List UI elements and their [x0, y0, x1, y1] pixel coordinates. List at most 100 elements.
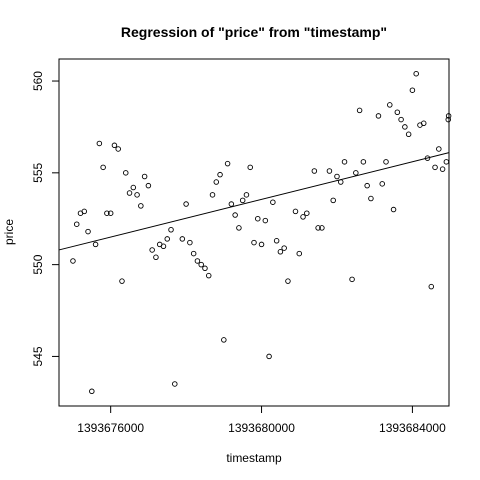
- data-point: [104, 210, 110, 216]
- data-point: [168, 226, 174, 233]
- data-point: [428, 283, 435, 290]
- data-point: [100, 164, 106, 171]
- x-axis-label: timestamp: [226, 451, 282, 465]
- data-point: [292, 208, 299, 215]
- data-point: [341, 159, 348, 165]
- data-point: [300, 214, 306, 220]
- regression-line: [58, 152, 450, 251]
- data-point: [153, 254, 159, 261]
- data-point: [236, 225, 242, 231]
- data-point: [138, 203, 144, 209]
- data-point: [73, 221, 80, 227]
- data-point: [338, 179, 344, 185]
- data-point: [270, 199, 276, 205]
- data-point: [311, 168, 318, 174]
- data-point: [119, 278, 125, 284]
- data-point: [360, 159, 367, 165]
- data-point: [213, 179, 220, 185]
- data-point: [172, 381, 178, 387]
- data-point: [243, 192, 250, 198]
- data-point: [394, 109, 401, 115]
- x-tick-label: 1393680000: [228, 421, 295, 435]
- data-point: [349, 276, 355, 283]
- data-point: [405, 131, 412, 138]
- data-point: [183, 201, 189, 207]
- data-point: [70, 258, 76, 264]
- data-point: [89, 388, 95, 395]
- data-point: [304, 210, 310, 216]
- data-point: [194, 258, 201, 264]
- data-point: [92, 241, 99, 248]
- data-point: [375, 113, 382, 119]
- data-point: [149, 247, 155, 253]
- data-point: [251, 239, 257, 246]
- data-point: [130, 184, 137, 191]
- data-point: [258, 241, 265, 248]
- data-point: [262, 217, 269, 224]
- data-point: [432, 164, 438, 171]
- data-point: [413, 70, 419, 77]
- data-point: [202, 265, 208, 272]
- data-point: [390, 206, 397, 213]
- data-point: [273, 238, 280, 244]
- data-point: [81, 208, 88, 215]
- data-point: [296, 250, 303, 257]
- data-point: [205, 272, 212, 279]
- y-tick-label: 545: [31, 346, 45, 366]
- data-point: [224, 160, 231, 167]
- data-point: [187, 239, 193, 246]
- data-point: [179, 236, 186, 242]
- data-point: [115, 146, 121, 152]
- data-point: [281, 245, 287, 251]
- data-point: [126, 190, 133, 196]
- data-point: [443, 159, 450, 165]
- data-point: [402, 124, 408, 130]
- data-point: [164, 236, 170, 242]
- data-point: [145, 182, 152, 189]
- data-point: [285, 278, 291, 284]
- data-point: [330, 197, 336, 204]
- data-point: [439, 166, 446, 172]
- plot-frame: [58, 58, 450, 407]
- data-point: [364, 182, 370, 189]
- data-point: [379, 181, 385, 187]
- data-point: [239, 197, 246, 204]
- data-point: [217, 171, 223, 178]
- data-point: [353, 170, 359, 176]
- data-point: [368, 195, 374, 202]
- data-point: [266, 353, 272, 360]
- data-point: [277, 249, 284, 255]
- data-point: [424, 155, 431, 161]
- data-point: [141, 173, 148, 180]
- data-point: [398, 116, 404, 123]
- data-point: [420, 120, 427, 127]
- data-point: [387, 102, 393, 108]
- data-point: [445, 113, 452, 119]
- y-tick-label: 555: [31, 162, 45, 182]
- data-point: [383, 159, 389, 165]
- data-point: [356, 107, 363, 114]
- data-point: [232, 212, 238, 218]
- data-point: [436, 146, 442, 152]
- data-point: [111, 142, 118, 149]
- x-tick-label: 1393684000: [379, 421, 446, 435]
- data-point: [198, 261, 204, 268]
- data-point: [221, 337, 227, 343]
- chart-title: Regression of "price" from "timestamp": [121, 24, 387, 40]
- data-point: [190, 250, 197, 257]
- data-point: [85, 228, 91, 235]
- data-point: [96, 140, 103, 147]
- data-point: [160, 243, 167, 250]
- data-point: [134, 192, 140, 198]
- y-axis: 545 550 555 560: [31, 71, 59, 366]
- data-point: [228, 201, 235, 207]
- data-point: [334, 173, 340, 180]
- y-axis-label: price: [2, 219, 16, 245]
- data-point: [445, 116, 451, 123]
- points-layer: [70, 70, 452, 395]
- y-tick-label: 550: [31, 254, 45, 274]
- x-tick-label: 1393676000: [77, 421, 144, 435]
- data-point: [247, 164, 253, 171]
- data-point: [107, 210, 114, 216]
